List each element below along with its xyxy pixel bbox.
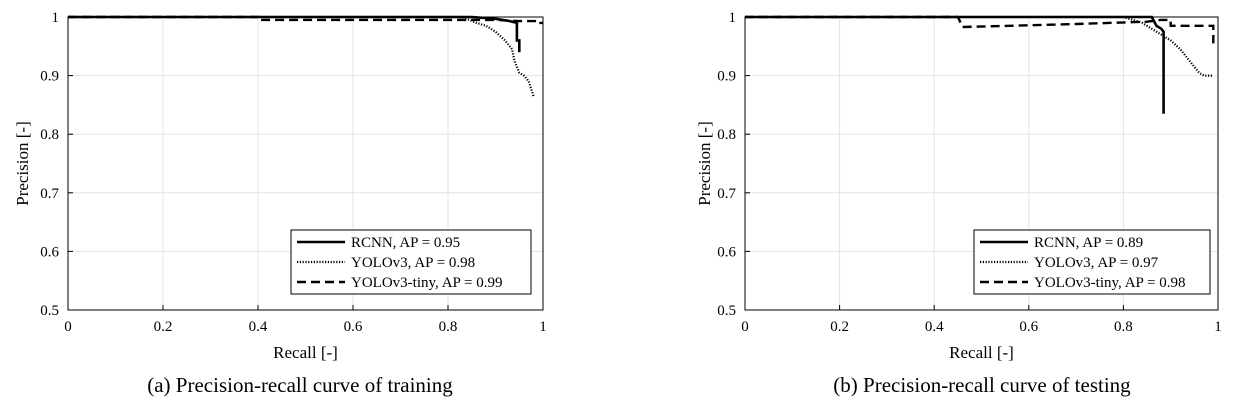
y-tick-label: 1: [52, 10, 60, 26]
x-tick-label: 0.4: [249, 319, 268, 335]
plot-frame: [67, 16, 544, 311]
x-tick-label: 0.6: [344, 319, 363, 335]
legend-entry-yolov3: YOLOv3, AP = 0.97: [1034, 255, 1159, 271]
legend: RCNN, AP = 0.95 YOLOv3, AP = 0.98 YOLOv3-t…: [290, 229, 532, 295]
y-tick-label: 0.6: [717, 244, 736, 260]
legend-entry-rcnn: RCNN, AP = 0.95: [351, 235, 460, 251]
legend: RCNN, AP = 0.89 YOLOv3, AP = 0.97 YOLOv3-t…: [973, 229, 1211, 295]
y-tick-label: 0.6: [40, 244, 59, 260]
series-line-yolov3-tiny: [745, 15, 1215, 44]
x-tick-label: 0.6: [1019, 319, 1038, 335]
x-axis-label: Recall [-]: [949, 343, 1014, 362]
y-tick-label: 0.5: [40, 303, 59, 319]
x-tick-label: 0: [64, 319, 72, 335]
series-line-yolov3: [68, 15, 535, 97]
chart-caption: (a) Precision-recall curve of training: [147, 373, 453, 397]
legend-box: [973, 229, 1211, 295]
legend-entry-yolov3: YOLOv3, AP = 0.98: [351, 255, 475, 271]
series-line-rcnn: [68, 15, 521, 53]
y-tick-label: 0.8: [717, 127, 736, 143]
chart-training: 0 0.2 0.4 0.6 0.8 1 0.5 0.6 0.7 0.8 0.9 1 Recall [-…: [13, 10, 547, 397]
chart-panel-training: 0 0.2 0.4 0.6 0.8 1 0.5 0.6 0.7 0.8 0.9 1 Recall [-…: [0, 0, 617, 402]
y-tick-label: 0.5: [717, 303, 736, 319]
x-tick-label: 0: [741, 319, 749, 335]
y-tick-label: 0.7: [40, 186, 59, 202]
legend-entry-rcnn: RCNN, AP = 0.89: [1034, 235, 1143, 251]
chart-panel-testing: 0 0.2 0.4 0.6 0.8 1 0.5 0.6 0.7 0.8 0.9 1 Recall [-…: [618, 0, 1235, 402]
x-tick-label: 1: [1214, 319, 1222, 335]
x-tick-label: 1: [539, 319, 547, 335]
y-tick-label: 0.7: [717, 186, 736, 202]
y-tick-label: 0.9: [717, 69, 736, 85]
legend-entry-yolov3-tiny: YOLOv3-tiny, AP = 0.99: [351, 275, 503, 291]
x-tick-label: 0.8: [439, 319, 458, 335]
x-tick-label: 0.2: [830, 319, 849, 335]
x-axis-label: Recall [-]: [273, 343, 338, 362]
y-axis-label: Precision [-]: [13, 121, 32, 206]
y-tick-label: 1: [729, 10, 737, 26]
x-tick-label: 0.8: [1114, 319, 1133, 335]
series-line-rcnn: [745, 15, 1165, 114]
legend-entry-yolov3-tiny: YOLOv3-tiny, AP = 0.98: [1034, 275, 1186, 291]
x-tick-label: 0.4: [925, 319, 944, 335]
chart-testing: 0 0.2 0.4 0.6 0.8 1 0.5 0.6 0.7 0.8 0.9 1 Recall [-…: [695, 10, 1222, 397]
y-tick-label: 0.9: [40, 69, 59, 85]
x-tick-label: 0.2: [154, 319, 173, 335]
y-tick-label: 0.8: [40, 127, 59, 143]
chart-caption: (b) Precision-recall curve of testing: [833, 373, 1131, 397]
plot-frame: [744, 16, 1219, 311]
y-axis-label: Precision [-]: [695, 121, 714, 206]
